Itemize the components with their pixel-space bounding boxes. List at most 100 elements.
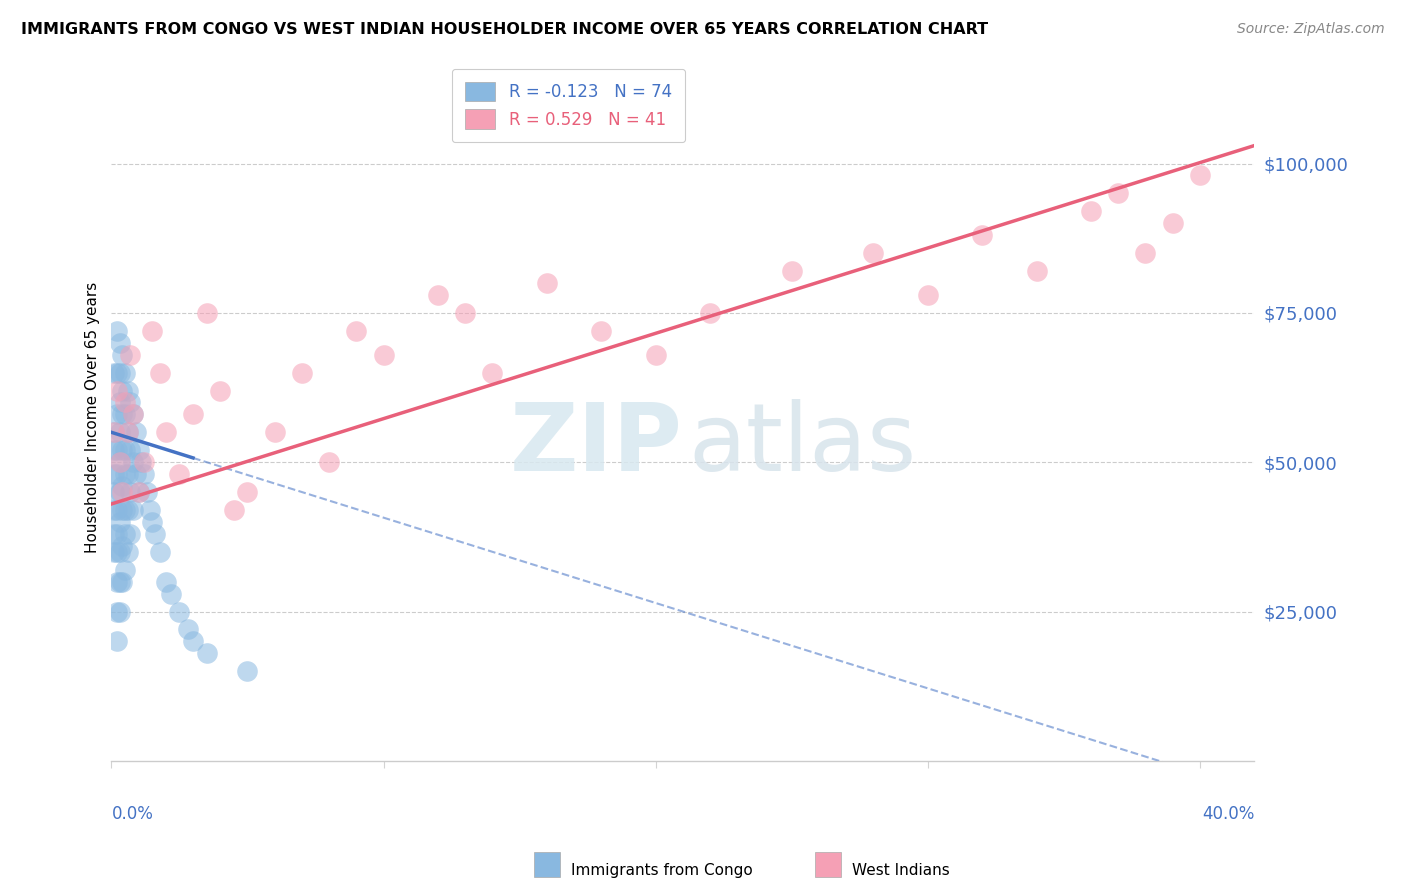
Point xyxy=(426,288,449,302)
Point xyxy=(120,348,142,362)
Point xyxy=(103,526,125,541)
Point xyxy=(141,324,163,338)
Point xyxy=(111,384,134,398)
Point xyxy=(291,366,314,380)
Point xyxy=(138,503,160,517)
Point xyxy=(111,443,134,458)
Point xyxy=(103,425,125,440)
Point xyxy=(105,605,128,619)
Point xyxy=(105,384,128,398)
Point xyxy=(1188,169,1211,183)
Point xyxy=(117,425,139,440)
Point xyxy=(120,485,142,500)
Point xyxy=(125,425,148,440)
Point xyxy=(114,443,136,458)
Point xyxy=(108,605,131,619)
Point xyxy=(117,425,139,440)
Point xyxy=(120,443,142,458)
Point xyxy=(141,515,163,529)
Point xyxy=(120,526,142,541)
Point xyxy=(103,503,125,517)
Point xyxy=(122,503,145,517)
Point xyxy=(114,503,136,517)
Point xyxy=(181,408,204,422)
Point xyxy=(108,574,131,589)
Point xyxy=(222,503,245,517)
Point xyxy=(481,366,503,380)
Text: Immigrants from Congo: Immigrants from Congo xyxy=(571,863,752,878)
Point xyxy=(105,526,128,541)
Point xyxy=(536,276,558,290)
Text: 40.0%: 40.0% xyxy=(1202,805,1254,823)
Point xyxy=(117,545,139,559)
Point xyxy=(103,366,125,380)
Point xyxy=(120,395,142,409)
Point xyxy=(103,443,125,458)
Point xyxy=(122,408,145,422)
Point xyxy=(108,455,131,469)
Point xyxy=(105,634,128,648)
Text: 0.0%: 0.0% xyxy=(111,805,153,823)
Point xyxy=(149,366,172,380)
Point xyxy=(111,574,134,589)
Point xyxy=(105,366,128,380)
Point xyxy=(105,443,128,458)
Point xyxy=(128,485,150,500)
Point xyxy=(117,467,139,482)
Point xyxy=(181,634,204,648)
Point xyxy=(132,455,155,469)
Point xyxy=(103,545,125,559)
Point xyxy=(105,574,128,589)
Point xyxy=(108,455,131,469)
Point xyxy=(114,408,136,422)
Point xyxy=(195,646,218,660)
Point xyxy=(917,288,939,302)
Point xyxy=(195,306,218,320)
Point xyxy=(169,605,191,619)
Point xyxy=(644,348,666,362)
Point xyxy=(117,384,139,398)
Point xyxy=(1025,264,1047,278)
Point xyxy=(111,479,134,493)
Point xyxy=(135,485,157,500)
Text: Source: ZipAtlas.com: Source: ZipAtlas.com xyxy=(1237,22,1385,37)
Point xyxy=(155,574,177,589)
Point xyxy=(176,623,198,637)
Point xyxy=(128,443,150,458)
Point xyxy=(105,467,128,482)
Text: West Indians: West Indians xyxy=(852,863,950,878)
Point xyxy=(114,563,136,577)
Point xyxy=(1080,204,1102,219)
Point xyxy=(160,586,183,600)
Point xyxy=(454,306,477,320)
Text: ZIP: ZIP xyxy=(510,399,683,491)
Point xyxy=(108,425,131,440)
Point xyxy=(105,545,128,559)
Point xyxy=(108,545,131,559)
Point xyxy=(862,246,884,260)
Text: atlas: atlas xyxy=(689,399,917,491)
Point xyxy=(125,467,148,482)
Point xyxy=(108,485,131,500)
Point xyxy=(143,526,166,541)
Point xyxy=(105,503,128,517)
Point xyxy=(1107,186,1129,201)
Point xyxy=(103,485,125,500)
Point xyxy=(591,324,613,338)
Point xyxy=(108,515,131,529)
Point xyxy=(114,395,136,409)
Point xyxy=(114,526,136,541)
Point xyxy=(236,485,259,500)
Point xyxy=(155,425,177,440)
Point xyxy=(699,306,721,320)
Point xyxy=(1161,216,1184,230)
Point xyxy=(114,467,136,482)
Text: IMMIGRANTS FROM CONGO VS WEST INDIAN HOUSEHOLDER INCOME OVER 65 YEARS CORRELATIO: IMMIGRANTS FROM CONGO VS WEST INDIAN HOU… xyxy=(21,22,988,37)
Point xyxy=(209,384,232,398)
Point xyxy=(111,408,134,422)
Point xyxy=(132,467,155,482)
Point xyxy=(108,395,131,409)
Point xyxy=(263,425,285,440)
Point xyxy=(105,408,128,422)
Point xyxy=(111,485,134,500)
